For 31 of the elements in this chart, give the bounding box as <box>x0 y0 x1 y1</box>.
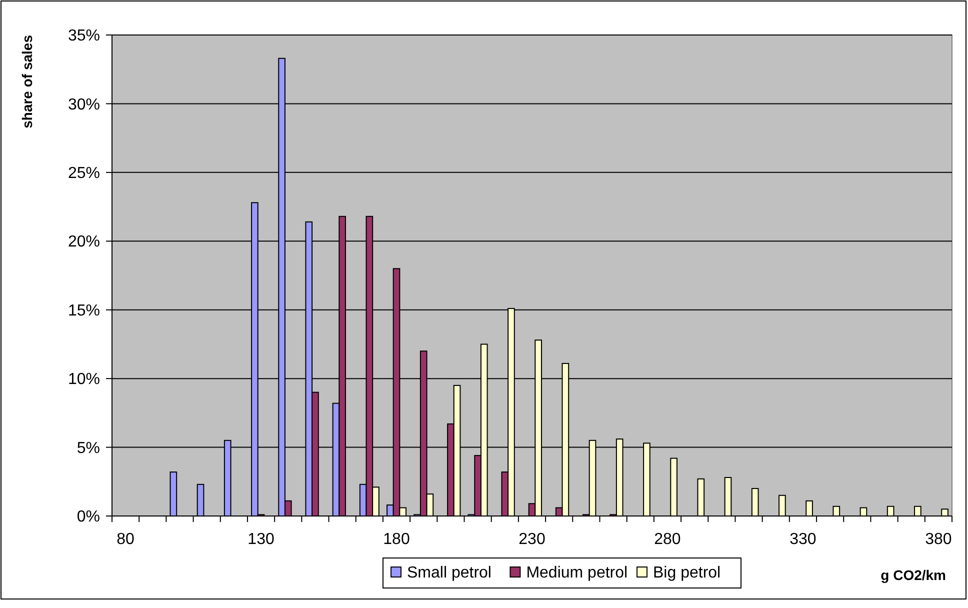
x-tick-label: 330 <box>790 531 816 548</box>
x-tick-label: 230 <box>518 531 546 548</box>
legend-label: Big petrol <box>653 564 721 582</box>
y-tick-label: 5% <box>76 440 100 457</box>
y-tick-label: 0% <box>76 508 100 526</box>
bar <box>832 506 840 516</box>
bar <box>941 508 948 516</box>
y-tick-label: 35% <box>68 28 100 45</box>
bar <box>196 484 204 516</box>
bar <box>806 500 813 516</box>
bar <box>751 488 759 516</box>
bar <box>697 478 705 516</box>
bar <box>914 506 922 516</box>
y-tick-label: 15% <box>68 302 100 320</box>
bar <box>670 458 678 516</box>
y-tick-label: 20% <box>68 234 100 251</box>
y-axis-title: share of sales <box>19 34 35 128</box>
x-tick-label: 380 <box>925 531 952 548</box>
x-axis-title: g CO2/km <box>880 567 946 583</box>
x-tick-label: 130 <box>248 531 274 548</box>
x-tick-label: 180 <box>383 531 410 548</box>
legend-label: Medium petrol <box>526 564 628 582</box>
y-tick-label: 30% <box>68 96 100 114</box>
y-tick-label: 10% <box>68 371 100 388</box>
legend-label: Small petrol <box>407 564 492 582</box>
x-tick-label: 280 <box>654 531 681 548</box>
y-tick-label: 25% <box>68 165 100 182</box>
x-tick-label: 80 <box>116 531 135 548</box>
bar <box>778 494 786 516</box>
bar <box>724 477 732 516</box>
bar <box>170 472 178 516</box>
